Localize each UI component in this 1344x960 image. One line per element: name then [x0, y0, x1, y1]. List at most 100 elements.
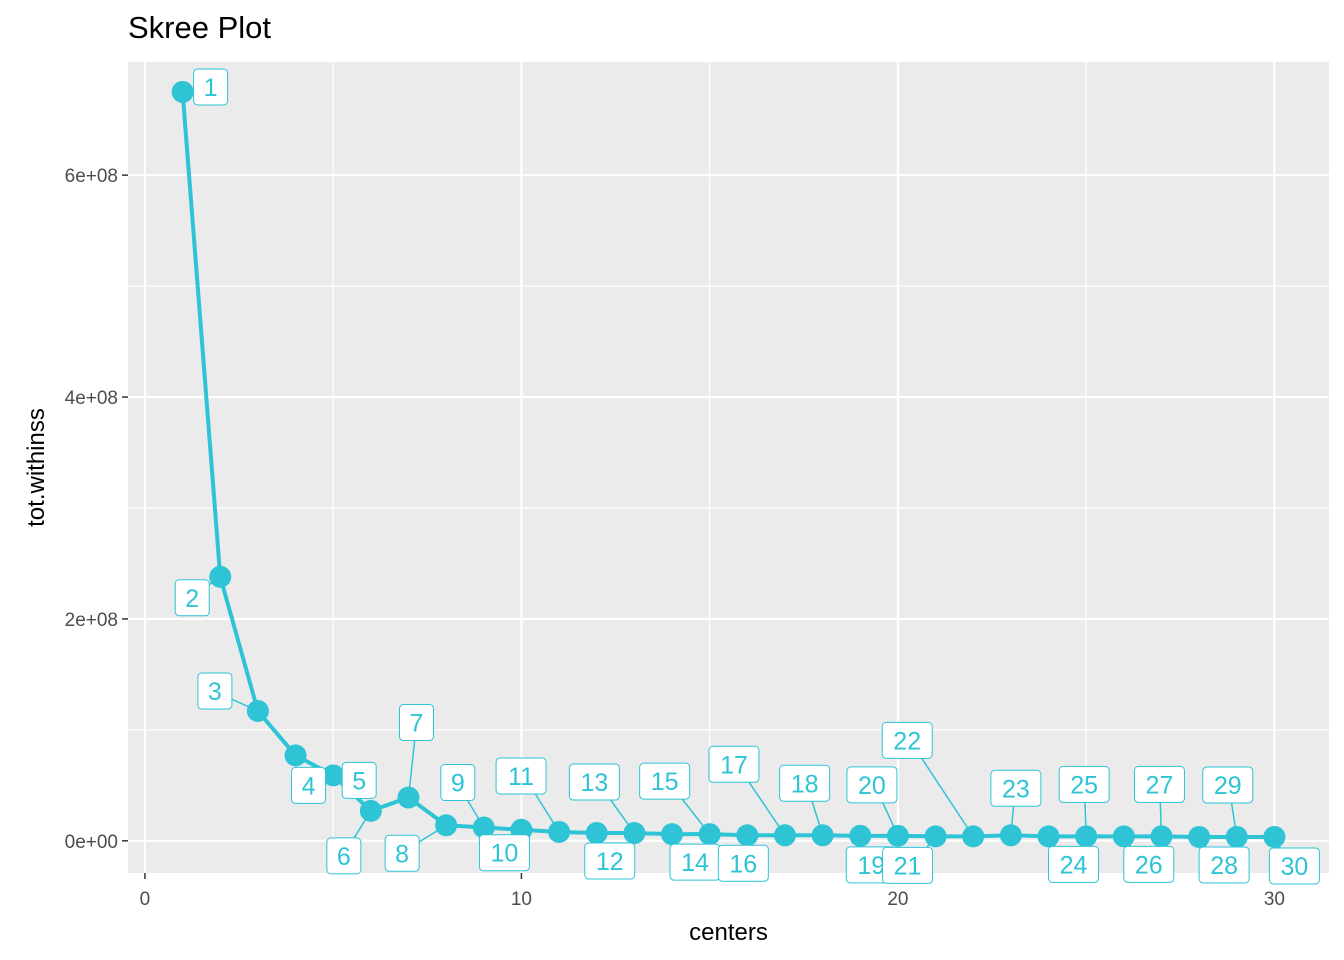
y-axis-title: tot.withinss [23, 408, 50, 527]
point-label-text: 14 [681, 849, 709, 877]
label-box [568, 763, 620, 801]
point-label: 7 [398, 704, 434, 798]
label-box [1133, 765, 1185, 803]
label-box [639, 762, 691, 800]
point-label-text: 8 [395, 840, 409, 868]
point-label-text: 21 [894, 852, 922, 880]
label-box [174, 579, 210, 617]
point-label-text: 11 [508, 763, 534, 791]
point-label: 26 [1123, 835, 1175, 883]
point-label: 2 [174, 576, 221, 617]
y-tick-label: 4e+08 [65, 388, 118, 409]
point-label: 11 [495, 757, 560, 833]
point-label: 25 [1058, 765, 1110, 837]
point-label: 6 [326, 810, 372, 875]
data-point [585, 822, 608, 845]
label-leader [678, 794, 711, 835]
label-box [1198, 846, 1250, 884]
point-label: 8 [384, 824, 447, 872]
point-label-text: 16 [729, 850, 757, 878]
plot-panel [128, 62, 1329, 873]
point-label-text: 2 [185, 585, 199, 613]
label-leader [407, 740, 416, 798]
data-point [284, 744, 307, 767]
data-point [171, 80, 194, 103]
point-label: 22 [881, 721, 974, 837]
x-tick-label: 20 [887, 889, 908, 910]
point-label-text: 23 [1002, 775, 1030, 803]
label-box [1048, 845, 1100, 883]
data-point [322, 764, 345, 787]
point-label: 17 [708, 745, 786, 836]
data-point [849, 824, 872, 847]
point-label-text: 6 [337, 843, 351, 871]
y-tick-label: 0e+00 [65, 832, 118, 853]
label-leader [465, 797, 485, 828]
point-label: 15 [639, 762, 711, 835]
point-label: 24 [1047, 835, 1100, 883]
label-box [584, 842, 636, 880]
label-box [197, 672, 233, 710]
point-label-text: 20 [858, 772, 886, 800]
label-box [779, 764, 831, 802]
x-tick-label: 10 [511, 889, 532, 910]
point-label-text: 25 [1070, 771, 1098, 799]
point-label-text: 12 [596, 848, 624, 876]
point-label: 12 [584, 842, 636, 880]
point-label-text: 5 [352, 767, 366, 795]
point-label: 3 [197, 672, 259, 712]
label-box [398, 704, 434, 742]
x-tick-label: 0 [140, 889, 151, 910]
point-label: 21 [882, 835, 937, 884]
point-label-text: 30 [1281, 853, 1309, 881]
point-label: 4 [291, 766, 327, 804]
point-label-text: 19 [857, 852, 885, 880]
label-box [881, 721, 933, 759]
label-leader [229, 697, 259, 712]
point-label-text: 3 [208, 678, 222, 706]
label-leader [1159, 802, 1163, 837]
x-axis-title: centers [689, 919, 768, 946]
label-leader [746, 778, 786, 836]
point-label-text: 29 [1214, 772, 1242, 800]
label-leader [532, 790, 560, 833]
label-box [1123, 845, 1175, 883]
label-leader [881, 800, 899, 837]
label-box [1202, 766, 1254, 804]
label-box [846, 766, 898, 804]
point-label: 5 [341, 761, 377, 799]
label-leader [351, 810, 372, 841]
point-label: 16 [717, 844, 769, 882]
point-label-text: 28 [1210, 852, 1238, 880]
label-box [882, 846, 934, 884]
point-label: 14 [669, 833, 721, 881]
label-leader [1230, 802, 1238, 838]
point-label: 23 [990, 769, 1042, 836]
label-box [193, 68, 229, 106]
label-leader [1010, 806, 1015, 836]
label-box [1268, 847, 1320, 885]
point-label-text: 13 [580, 769, 608, 797]
point-label: 28 [1198, 836, 1250, 884]
point-label-text: 22 [893, 727, 921, 755]
point-label: 27 [1133, 765, 1185, 837]
label-box [495, 757, 547, 795]
point-label: 30 [1268, 836, 1320, 885]
point-label-text: 15 [651, 768, 679, 796]
point-label: 20 [846, 766, 899, 837]
chart-title: Skree Plot [128, 10, 272, 45]
axes: 0 10 20 30 0e+00 2e+08 4e+08 6e+08 [65, 166, 1285, 910]
label-box [384, 834, 420, 872]
label-leader [416, 824, 447, 845]
data-point [736, 824, 759, 847]
point-label: 13 [568, 763, 635, 834]
grid-lines [128, 62, 1329, 873]
label-box [1058, 765, 1110, 803]
point-label-text: 27 [1146, 771, 1174, 799]
label-box [341, 761, 377, 799]
label-box [478, 834, 530, 872]
point-label-text: 18 [791, 770, 819, 798]
point-label-text: 1 [204, 74, 218, 102]
